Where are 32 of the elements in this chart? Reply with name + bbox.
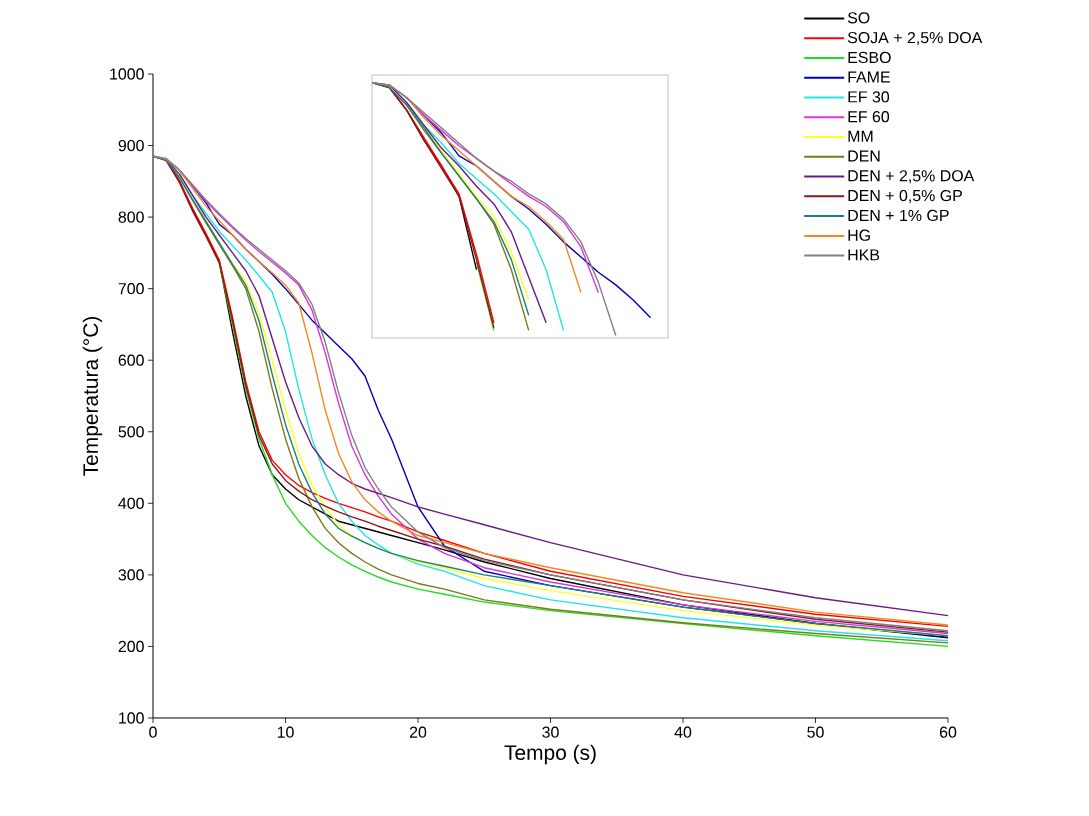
legend-label: EF 30 bbox=[848, 91, 890, 103]
y-tick-label: 200 bbox=[118, 640, 144, 653]
legend-label: FAME bbox=[848, 71, 890, 83]
y-tick-label: 400 bbox=[118, 497, 144, 509]
legend-label: MM bbox=[848, 130, 873, 142]
x-tick-label: 40 bbox=[674, 726, 692, 738]
legend-label: DEN bbox=[848, 150, 880, 162]
y-tick-label: 1000 bbox=[110, 68, 144, 80]
legend-label: HG bbox=[848, 229, 870, 241]
x-axis-title: Tempo (s) bbox=[504, 744, 596, 765]
x-tick-label: 60 bbox=[939, 726, 957, 738]
legend-label: SOJA + 2,5% DOA bbox=[847, 31, 983, 46]
x-tick-label: 20 bbox=[409, 726, 427, 738]
legend-label: SO bbox=[847, 12, 870, 24]
legend-label: DEN + 0,5% GP bbox=[848, 189, 962, 204]
y-tick-label: 300 bbox=[118, 569, 144, 581]
x-tick-label: 30 bbox=[542, 726, 559, 738]
x-tick-label: 0 bbox=[149, 726, 157, 738]
y-tick-label: 900 bbox=[118, 139, 144, 152]
y-tick-label: 100 bbox=[119, 712, 144, 724]
x-tick-label: 50 bbox=[807, 726, 824, 738]
legend-label: ESBO bbox=[848, 51, 891, 64]
x-tick-label: 10 bbox=[277, 726, 294, 738]
y-tick-label: 700 bbox=[118, 283, 144, 295]
legend-label: EF 60 bbox=[848, 111, 890, 123]
legend-label: DEN + 2,5% DOA bbox=[848, 170, 975, 184]
y-axis-title: Temperatura (°C) bbox=[82, 316, 103, 476]
y-tick-label: 500 bbox=[118, 426, 144, 438]
legend-label: HKB bbox=[848, 249, 880, 261]
y-tick-label: 600 bbox=[118, 354, 144, 366]
legend-label: DEN + 1% GP bbox=[848, 209, 949, 222]
y-tick-label: 800 bbox=[118, 211, 144, 223]
